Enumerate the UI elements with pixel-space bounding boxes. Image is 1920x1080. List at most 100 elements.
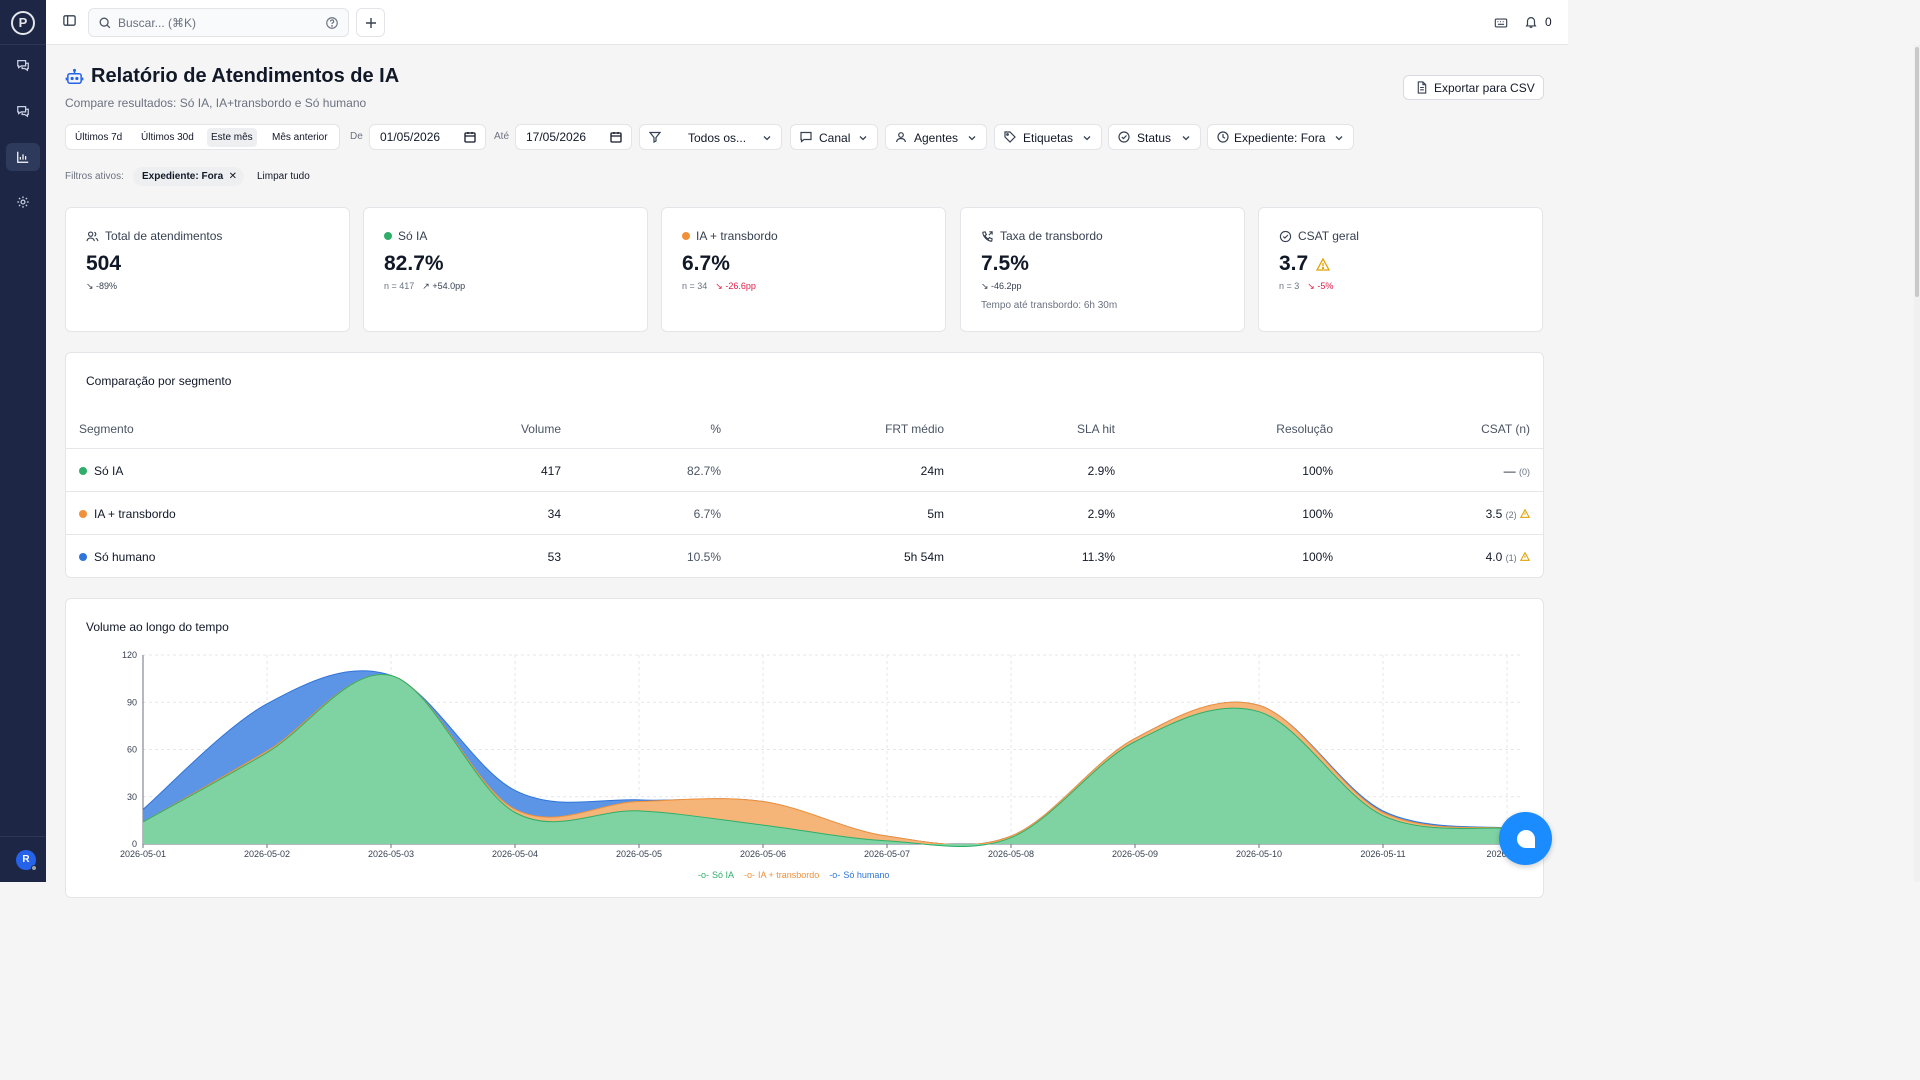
kpi-value: 6.7% (682, 252, 730, 275)
kpi-title: CSAT geral (1298, 229, 1359, 243)
help-icon[interactable] (325, 16, 339, 30)
so-ia-dot (79, 467, 87, 475)
column-header-pct[interactable]: % (710, 422, 721, 436)
chevron-down-icon (1335, 136, 1343, 141)
tags-dropdown[interactable]: Etiquetas (994, 124, 1102, 150)
search-input[interactable]: Buscar... (⌘K) (118, 16, 197, 30)
agents-label: Agentes (914, 131, 959, 145)
filter-chip-label: Expediente: Fora (142, 171, 224, 182)
segment-cell: Só IA (79, 464, 123, 478)
segment-name: IA + transbordo (94, 507, 176, 521)
sidebar-item-settings[interactable] (6, 188, 40, 216)
column-header-csat[interactable]: CSAT (n) (1481, 422, 1530, 436)
range-last-month[interactable]: Mês anterior (272, 132, 328, 143)
y-tick-label: 0 (132, 839, 137, 849)
column-header-frt[interactable]: FRT médio (885, 422, 944, 436)
segment-filter-dropdown[interactable]: Todos os... (639, 124, 782, 150)
app-logo[interactable]: P (11, 11, 35, 35)
range-last-30d[interactable]: Últimos 30d (141, 132, 194, 143)
active-filters-label: Filtros ativos: (65, 171, 124, 182)
page-title: Relatório de Atendimentos de IA (91, 65, 400, 87)
user-avatar[interactable]: R (16, 850, 37, 871)
segment-name: Só humano (94, 550, 156, 564)
sidebar-item-conversations[interactable] (6, 51, 40, 79)
sla-cell: 2.9% (1087, 507, 1115, 521)
plus-icon (365, 17, 376, 28)
kpi-title: Taxa de transbordo (1000, 229, 1103, 243)
sidebar: P R (0, 0, 46, 882)
segment-filter-value: Todos os... (688, 131, 747, 145)
notifications-button[interactable] (1524, 15, 1538, 34)
csat-value: 4.0 (1485, 550, 1503, 564)
check-circle-icon (1118, 131, 1130, 143)
remove-filter-icon[interactable]: ✕ (228, 171, 237, 182)
pct-cell: 82.7% (686, 464, 721, 478)
range-this-month[interactable]: Este mês (207, 128, 257, 147)
x-tick-label: 2026-05-08 (988, 849, 1034, 859)
kpi-value: 82.7% (384, 252, 444, 275)
csat-count: (0) (1519, 467, 1530, 477)
page-scrollbar[interactable] (1914, 45, 1920, 882)
clear-all-filters-button[interactable]: Limpar tudo (257, 171, 310, 182)
file-icon (1417, 81, 1427, 94)
column-header-resolution[interactable]: Resolução (1276, 422, 1333, 436)
topbar: Buscar... (⌘K) 0 (46, 0, 1568, 45)
chart-legend: -o- Só IA -o- IA + transbordo -o- Só hum… (698, 870, 889, 880)
x-tick-label: 2026-05-07 (864, 849, 910, 859)
legend-item-so-humano[interactable]: -o- Só humano (829, 870, 890, 880)
tag-icon (1004, 131, 1016, 143)
reports-icon (17, 151, 29, 163)
agents-dropdown[interactable]: Agentes (885, 124, 987, 150)
keyboard-shortcuts-button[interactable] (1494, 16, 1508, 35)
settings-icon (17, 196, 29, 208)
kpi-value: 3.7 (1279, 252, 1309, 275)
status-dropdown[interactable]: Status (1108, 124, 1201, 150)
kpi-card-so-ia: Só IA 82.7% n = 417 ↗ +54.0pp (363, 207, 648, 332)
range-last-7d[interactable]: Últimos 7d (75, 132, 123, 143)
sidebar-divider (0, 44, 46, 45)
column-header-sla[interactable]: SLA hit (1076, 422, 1115, 436)
search-box[interactable]: Buscar... (⌘K) (88, 8, 349, 37)
support-chat-button[interactable] (1499, 812, 1552, 865)
legend-item-so-ia[interactable]: -o- Só IA (698, 870, 735, 880)
scrollbar-thumb[interactable] (1915, 47, 1919, 297)
to-date-value: 17/05/2026 (526, 130, 587, 144)
date-range-presets: Últimos 7d Últimos 30d Este mês Mês ante… (65, 124, 340, 150)
line-so-ia (142, 673, 1508, 848)
kpi-title: IA + transbordo (696, 229, 778, 243)
sidebar-item-messages[interactable] (6, 97, 40, 125)
x-tick-label: 2026-05-04 (492, 849, 538, 859)
legend-item-ia-transbordo[interactable]: -o- IA + transbordo (744, 870, 820, 880)
shift-dropdown[interactable]: Expediente: Fora (1207, 124, 1354, 150)
chevron-down-icon (968, 136, 976, 141)
kpi-card-ia-transbordo: IA + transbordo 6.7% n = 34 ↘ -26.6pp (661, 207, 946, 332)
new-button[interactable] (356, 8, 385, 37)
toggle-sidebar-button[interactable] (62, 13, 77, 33)
sidebar-item-reports[interactable] (6, 143, 40, 171)
csat-count: (2) (1505, 510, 1517, 520)
calendar-icon[interactable] (610, 131, 622, 143)
table-title: Comparação por segmento (86, 374, 232, 388)
channel-dropdown[interactable]: Canal (790, 124, 878, 150)
to-date-input[interactable]: 17/05/2026 (515, 124, 632, 150)
table-row[interactable]: Só humano 53 10.5% 5h 54m 11.3% 100% 4.0… (66, 534, 1543, 577)
robot-icon (65, 68, 84, 84)
kpi-extra: Tempo até transbordo: 6h 30m (981, 300, 1118, 311)
csat-cell: 3.5 (2) (1486, 507, 1531, 521)
segment-comparison-table: Comparação por segmento Segmento Volume … (65, 352, 1544, 578)
user-icon (895, 132, 907, 143)
export-csv-button[interactable]: Exportar para CSV (1403, 75, 1544, 100)
column-header-segment[interactable]: Segmento (79, 422, 134, 436)
calendar-icon[interactable] (464, 131, 476, 143)
from-date-input[interactable]: 01/05/2026 (369, 124, 486, 150)
resolution-cell: 100% (1302, 550, 1333, 564)
warning-icon (1519, 508, 1531, 518)
kpi-n: n = 3 (1279, 281, 1300, 291)
table-row[interactable]: IA + transbordo 34 6.7% 5m 2.9% 100% 3.5… (66, 491, 1543, 534)
column-header-volume[interactable]: Volume (520, 422, 561, 436)
filter-chip-shift[interactable]: Expediente: Fora ✕ (133, 167, 244, 186)
table-row[interactable]: Só IA 417 82.7% 24m 2.9% 100% — (0) (66, 448, 1543, 491)
resolution-cell: 100% (1302, 507, 1333, 521)
segment-cell: Só humano (79, 550, 155, 564)
pct-cell: 6.7% (693, 507, 721, 521)
